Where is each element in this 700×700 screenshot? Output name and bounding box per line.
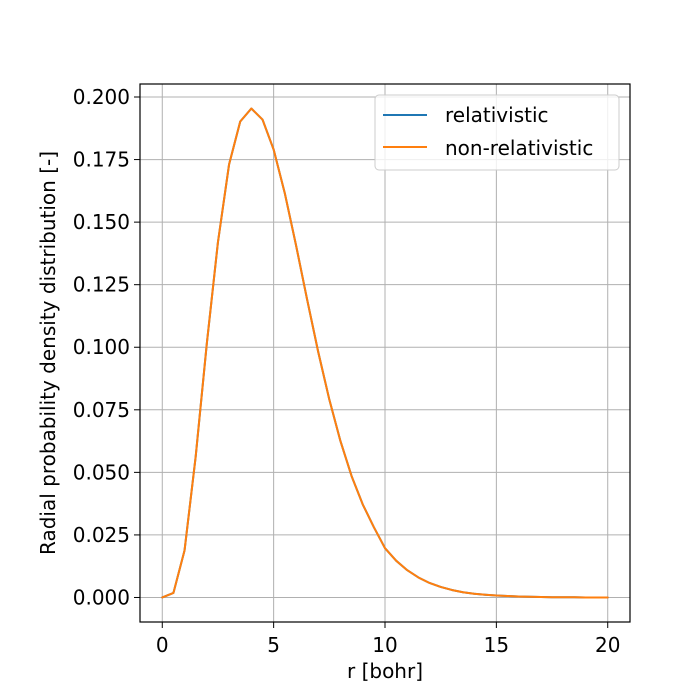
x-tick-label: 10 xyxy=(372,633,397,657)
legend-label-non-relativistic: non-relativistic xyxy=(445,136,593,160)
x-tick-label: 5 xyxy=(267,633,280,657)
y-tick-label: 0.050 xyxy=(73,460,130,484)
y-axis-ticks: 0.000 0.025 0.050 0.075 0.100 0.125 0.150 0.175… xyxy=(73,85,140,609)
series-lines xyxy=(161,107,609,599)
y-tick-label: 0.125 xyxy=(73,273,130,297)
legend-box xyxy=(374,94,620,171)
y-axis-label: Radial probability density distribution … xyxy=(36,151,60,555)
y-tick-label: 0.075 xyxy=(73,398,130,422)
y-tick-label: 0.200 xyxy=(73,85,130,109)
x-tick-label: 0 xyxy=(156,633,169,657)
x-tick-label: 20 xyxy=(595,633,620,657)
legend-label-relativistic: relativistic xyxy=(445,103,549,127)
y-tick-label: 0.025 xyxy=(73,523,130,547)
y-tick-label: 0.000 xyxy=(73,585,130,609)
series-line-non-relativistic xyxy=(161,107,609,599)
y-tick-label: 0.100 xyxy=(73,335,130,359)
x-axis-ticks: 0 5 10 15 20 xyxy=(156,622,620,657)
x-axis-label: r [bohr] xyxy=(347,659,423,683)
y-tick-label: 0.175 xyxy=(73,148,130,172)
legend: relativistic non-relativistic xyxy=(374,94,620,171)
y-tick-label: 0.150 xyxy=(73,210,130,234)
x-tick-label: 15 xyxy=(484,633,509,657)
